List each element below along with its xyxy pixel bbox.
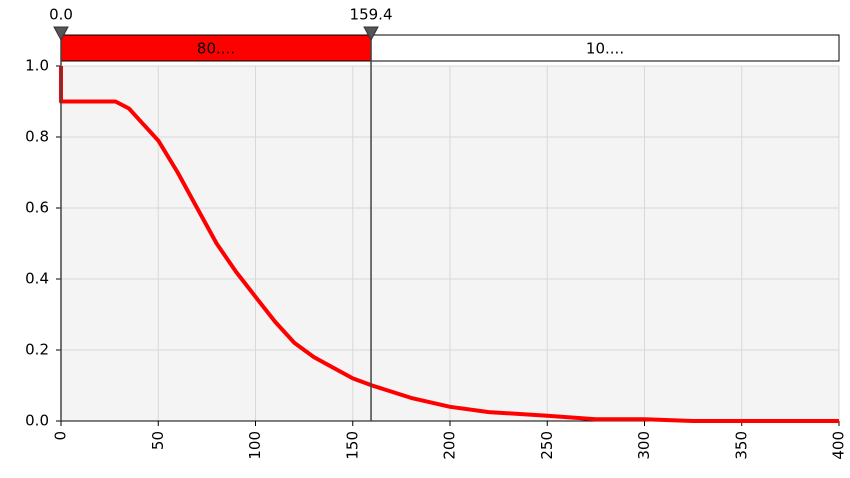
segment-label: 80....: [197, 40, 235, 58]
x-tick-label: 100: [246, 431, 264, 460]
x-tick-label: 250: [538, 431, 556, 460]
x-tick-label: 400: [830, 431, 848, 460]
range-segment[interactable]: [60, 34, 372, 62]
y-tick-label: 0.0: [25, 412, 49, 430]
curve: [59, 66, 839, 423]
y-tick-label: 0.2: [25, 341, 49, 359]
x-tick-label: 300: [635, 431, 653, 460]
x-tick-label: 350: [732, 431, 750, 460]
x-tick-label: 50: [149, 431, 167, 450]
segment-label: 10....: [586, 40, 624, 58]
range-segment[interactable]: [370, 34, 840, 62]
y-tick-label: 1.0: [25, 57, 49, 75]
y-tick-label: 0.8: [25, 128, 49, 146]
x-tick-label: 0: [52, 431, 70, 441]
marker-handle[interactable]: [363, 26, 379, 42]
y-tick-label: 0.4: [25, 270, 49, 288]
x-tick-label: 200: [441, 431, 459, 460]
y-tick-label: 0.6: [25, 199, 49, 217]
marker-label: 159.4: [350, 6, 393, 24]
x-tick-label: 150: [343, 431, 361, 460]
marker-label: 0.0: [49, 6, 73, 24]
marker-handle[interactable]: [53, 26, 69, 42]
